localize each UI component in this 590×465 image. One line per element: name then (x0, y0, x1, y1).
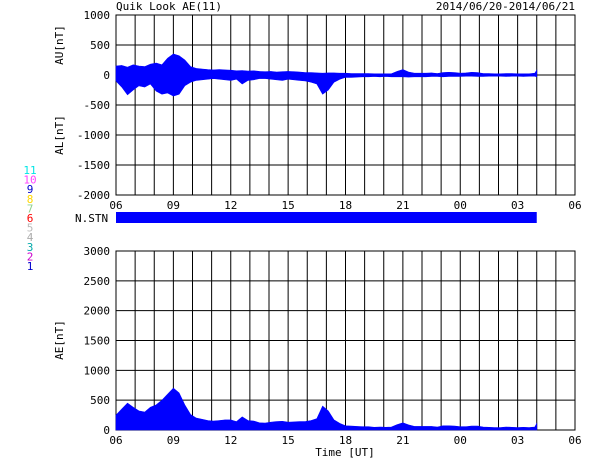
x-tick-label: 09 (167, 434, 180, 447)
y-tick-label: 3000 (84, 245, 111, 258)
y-tick-label: -2000 (77, 189, 110, 202)
y-tick-label: 2500 (84, 275, 111, 288)
x-tick-label: 00 (454, 199, 467, 212)
x-tick-label: 06 (109, 199, 122, 212)
x-tick-label: 06 (568, 199, 581, 212)
x-tick-label: 09 (167, 199, 180, 212)
x-tick-label: 18 (339, 434, 352, 447)
x-tick-label: 03 (511, 199, 524, 212)
x-tick-label: 15 (282, 199, 295, 212)
station-count-label: N.STN (75, 212, 108, 225)
y-tick-label: -1000 (77, 129, 110, 142)
station-legend-entry: 4 (27, 231, 34, 244)
station-legend-entry: 9 (27, 183, 34, 196)
date-range: 2014/06/20-2014/06/21 (436, 0, 575, 13)
station-count-bar (116, 212, 537, 223)
x-tick-label: 00 (454, 434, 467, 447)
station-legend-entry: 7 (27, 202, 34, 215)
x-tick-label: 12 (224, 434, 237, 447)
y-tick-label: 500 (90, 394, 110, 407)
station-legend-entry: 8 (27, 193, 34, 206)
y-tick-label: 500 (90, 39, 110, 52)
au-axis-label: AU[nT] (53, 25, 66, 65)
y-tick-label: 0 (103, 69, 110, 82)
y-tick-label: -500 (84, 99, 111, 112)
station-legend-entry: 10 (23, 174, 36, 187)
station-count-row: N.STN (75, 212, 537, 225)
chart-title: Quik Look AE(11) (116, 0, 222, 13)
al-axis-label: AL[nT] (53, 115, 66, 155)
x-tick-label: 12 (224, 199, 237, 212)
x-axis-label: Time [UT] (315, 446, 375, 459)
ae-area (115, 387, 538, 431)
station-legend-entry: 1 (27, 260, 34, 273)
y-tick-label: 1500 (84, 335, 111, 348)
station-legend-entry: 3 (27, 241, 34, 254)
x-tick-label: 21 (396, 199, 409, 212)
station-legend-entry: 2 (27, 250, 34, 263)
station-legend-entry: 6 (27, 212, 34, 225)
y-tick-label: 2000 (84, 305, 111, 318)
x-tick-label: 06 (109, 434, 122, 447)
y-tick-label: 1000 (84, 9, 111, 22)
x-tick-label: 15 (282, 434, 295, 447)
x-tick-label: 21 (396, 434, 409, 447)
x-tick-label: 03 (511, 434, 524, 447)
plot-frame (115, 14, 576, 196)
y-tick-label: 1000 (84, 364, 111, 377)
station-legend-entry: 11 (23, 164, 36, 177)
y-tick-label: 0 (103, 424, 110, 437)
au-al-envelope (115, 53, 538, 97)
x-tick-label: 18 (339, 199, 352, 212)
ae-axis-label: AE[nT] (53, 320, 66, 360)
x-tick-label: 06 (568, 434, 581, 447)
station-legend-entry: 5 (27, 222, 34, 235)
y-tick-label: -1500 (77, 159, 110, 172)
